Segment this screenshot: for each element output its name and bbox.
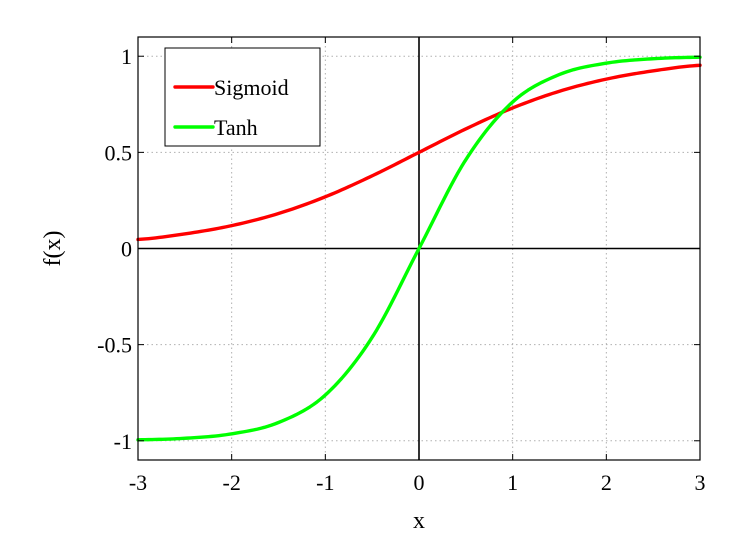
x-tick-label: -3 [129,470,147,495]
y-tick-label: 1 [121,44,132,69]
x-tick-label: 2 [601,470,612,495]
x-tick-labels: -3 -2 -1 0 1 2 3 [129,470,706,495]
legend-label-tanh: Tanh [214,115,258,140]
legend-box [164,47,321,147]
series-layer [136,55,702,442]
series-line-tanh [136,55,702,442]
tick-marks [137,37,701,460]
x-tick-label: 1 [507,470,518,495]
series-line-sigmoid [136,63,702,242]
x-tick-label: -2 [223,470,241,495]
x-tick-label: 3 [695,470,706,495]
x-axis-label: x [413,508,425,534]
x-tick-label: -1 [316,470,334,495]
y-tick-label: -1 [114,429,132,454]
y-tick-label: 0 [121,237,132,262]
legend: Sigmoid Tanh [164,47,321,147]
legend-label-sigmoid: Sigmoid [214,75,289,100]
y-tick-labels: -1 -0.5 0 0.5 1 [97,44,132,454]
x-tick-label: 0 [414,470,425,495]
y-tick-label: -0.5 [97,333,132,358]
y-tick-label: 0.5 [105,140,133,165]
y-axis-label: f(x) [40,231,66,267]
